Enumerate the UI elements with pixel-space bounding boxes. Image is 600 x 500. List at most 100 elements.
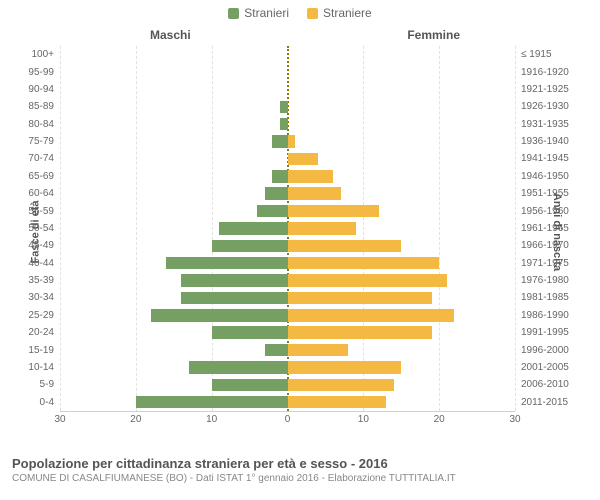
- age-label: 65-69: [28, 171, 60, 182]
- bar-female: [288, 222, 356, 235]
- age-label: 5-9: [40, 379, 60, 390]
- male-half: [60, 289, 288, 306]
- pyramid-row: 35-391976-1980: [60, 272, 515, 289]
- bar-male: [212, 326, 288, 339]
- female-half: [288, 324, 516, 341]
- birth-year-label: 2006-2010: [515, 379, 569, 390]
- bar-male: [189, 361, 288, 374]
- birth-year-label: 1931-1935: [515, 119, 569, 130]
- pyramid-row: 100+≤ 1915: [60, 46, 515, 63]
- male-half: [60, 98, 288, 115]
- birth-year-label: 2011-2015: [515, 397, 568, 408]
- x-tick-label: 20: [434, 414, 445, 425]
- pyramid-row: 45-491966-1970: [60, 237, 515, 254]
- footer-title: Popolazione per cittadinanza straniera p…: [12, 456, 588, 471]
- birth-year-label: 1991-1995: [515, 327, 569, 338]
- pyramid-row: 80-841931-1935: [60, 116, 515, 133]
- birth-year-label: 1921-1925: [515, 84, 569, 95]
- birth-year-label: 1996-2000: [515, 345, 569, 356]
- female-half: [288, 63, 516, 80]
- male-half: [60, 359, 288, 376]
- pyramid-row: 60-641951-1955: [60, 185, 515, 202]
- male-half: [60, 394, 288, 411]
- age-label: 100+: [31, 49, 60, 60]
- legend: Stranieri Straniere: [0, 0, 600, 22]
- bar-female: [288, 309, 455, 322]
- male-half: [60, 63, 288, 80]
- bar-female: [288, 240, 402, 253]
- legend-label-female: Straniere: [323, 6, 372, 20]
- female-half: [288, 220, 516, 237]
- bar-female: [288, 379, 394, 392]
- male-half: [60, 255, 288, 272]
- age-label: 90-94: [28, 84, 60, 95]
- female-half: [288, 289, 516, 306]
- pyramid-row: 85-891926-1930: [60, 98, 515, 115]
- bar-female: [288, 187, 341, 200]
- age-label: 30-34: [28, 292, 60, 303]
- male-half: [60, 133, 288, 150]
- female-half: [288, 237, 516, 254]
- bar-male: [136, 396, 288, 409]
- x-axis: 3020100102030: [60, 414, 515, 428]
- bar-male: [151, 309, 288, 322]
- age-label: 40-44: [28, 258, 60, 269]
- bar-male: [181, 274, 287, 287]
- bar-female: [288, 361, 402, 374]
- bar-female: [288, 135, 296, 148]
- male-half: [60, 46, 288, 63]
- bar-female: [288, 205, 379, 218]
- bar-male: [181, 292, 287, 305]
- birth-year-label: 1941-1945: [515, 153, 569, 164]
- birth-year-label: ≤ 1915: [515, 49, 552, 60]
- pyramid-rows: 100+≤ 191595-991916-192090-941921-192585…: [60, 46, 515, 411]
- pyramid-row: 75-791936-1940: [60, 133, 515, 150]
- female-half: [288, 272, 516, 289]
- column-title-male: Maschi: [150, 28, 191, 42]
- birth-year-label: 2001-2005: [515, 362, 569, 373]
- footer: Popolazione per cittadinanza straniera p…: [12, 456, 588, 484]
- x-tick-label: 10: [358, 414, 369, 425]
- bar-female: [288, 274, 447, 287]
- pyramid-row: 20-241991-1995: [60, 324, 515, 341]
- bar-male: [166, 257, 287, 270]
- pyramid-row: 55-591956-1960: [60, 202, 515, 219]
- chart-area: Maschi Femmine Fasce di età Anni di nasc…: [0, 22, 600, 442]
- female-half: [288, 81, 516, 98]
- male-half: [60, 376, 288, 393]
- pyramid-row: 5-92006-2010: [60, 376, 515, 393]
- birth-year-label: 1986-1990: [515, 310, 569, 321]
- female-half: [288, 150, 516, 167]
- bar-male: [280, 118, 288, 131]
- age-label: 60-64: [28, 188, 60, 199]
- bar-male: [265, 344, 288, 357]
- pyramid-row: 10-142001-2005: [60, 359, 515, 376]
- female-half: [288, 394, 516, 411]
- male-half: [60, 202, 288, 219]
- pyramid-row: 50-541961-1965: [60, 220, 515, 237]
- age-label: 45-49: [28, 240, 60, 251]
- birth-year-label: 1916-1920: [515, 67, 569, 78]
- age-label: 95-99: [28, 67, 60, 78]
- bar-male: [272, 170, 287, 183]
- female-half: [288, 359, 516, 376]
- bar-male: [280, 101, 288, 114]
- age-label: 10-14: [28, 362, 60, 373]
- male-half: [60, 307, 288, 324]
- bar-male: [212, 240, 288, 253]
- bar-male: [212, 379, 288, 392]
- legend-swatch-female: [307, 8, 318, 19]
- male-half: [60, 116, 288, 133]
- age-label: 55-59: [28, 206, 60, 217]
- age-label: 50-54: [28, 223, 60, 234]
- pyramid-row: 95-991916-1920: [60, 63, 515, 80]
- female-half: [288, 202, 516, 219]
- birth-year-label: 1971-1975: [515, 258, 569, 269]
- age-label: 35-39: [28, 275, 60, 286]
- male-half: [60, 185, 288, 202]
- x-tick-label: 20: [130, 414, 141, 425]
- x-tick-label: 10: [206, 414, 217, 425]
- bar-male: [219, 222, 287, 235]
- age-label: 75-79: [28, 136, 60, 147]
- male-half: [60, 341, 288, 358]
